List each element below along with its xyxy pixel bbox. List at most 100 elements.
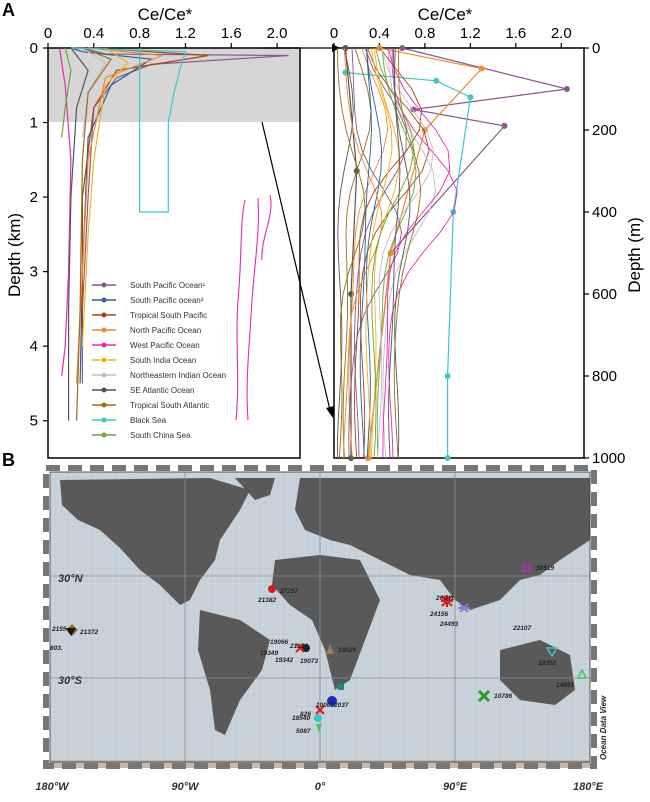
marker-18352 [545,647,559,658]
x-tick-label: 0.4 [369,25,390,42]
label-22107: 22107 [512,625,531,632]
background-profile [359,47,372,459]
marker-10786 [477,689,491,703]
background-profile [354,47,407,459]
y-tick-label: 400 [592,204,617,221]
map-label-0: 0° [315,781,326,793]
x-tick-label: 2.0 [267,25,288,42]
y-tick-label: 0 [30,40,38,57]
land-africa [272,555,380,690]
y-tick-label: 4 [30,338,38,355]
series-point [450,209,457,215]
land-south-america [198,610,270,735]
series-line-3 [76,47,163,384]
legend-marker [101,402,107,408]
marker-30519 [523,564,531,572]
background-profile [365,47,393,459]
series-line-5 [81,47,130,347]
right-plot: Ce/Ce* Depth (m) 0 0.4 0.8 1.2 1.6 2.0 0 200 40… [330,5,644,467]
map-label-90w: 90°W [171,781,200,793]
background-profile [354,47,422,459]
marker-26341 [441,595,453,607]
x-tick-label: 1.2 [175,25,196,42]
world-map: 27257 21382 2155 21372 803. 19066 19342 … [35,465,608,793]
legend-marker [101,387,107,393]
ocean-data-view-watermark: Ocean Data View [599,695,608,760]
land-australia [500,640,575,705]
y-tick-label: 5 [30,413,38,430]
x-tick-label: 1.2 [460,25,481,42]
legend-marker [101,342,107,348]
label-2037: 2037 [333,702,349,709]
legend-entry: South China Sea [130,431,191,440]
series-line-10 [61,47,72,138]
y-tick-label: 1000 [592,450,625,467]
y-tick-label: 200 [592,122,617,139]
marker-21382 [286,590,292,596]
background-profile [376,47,417,459]
land-eurasia [295,478,590,610]
left-plot-frame [47,47,301,459]
y-tick-label: 600 [592,286,617,303]
legend-marker [101,327,107,333]
map-stations [66,564,588,732]
background-profile [371,47,415,459]
marker-24156 [458,603,470,613]
marker-5087a [314,714,322,722]
label-24493: 24493 [439,621,458,628]
right-y-axis-title: Depth (m) [625,217,644,293]
legend-entry: South India Ocean [130,356,196,365]
background-profile [377,47,434,459]
label-19066: 19066 [270,639,288,646]
legend-marker [101,312,107,318]
y-tick-label: 3 [30,264,38,281]
series-point [342,69,349,76]
left-y-axis-title: Depth (km) [5,213,24,297]
series-line-8 [76,47,112,421]
marker-2037 [338,684,344,690]
background-profile [348,47,389,459]
series-point [444,455,451,461]
label-5087: 5087 [296,728,311,735]
legend-entry: Black Sea [130,416,167,425]
series-point [563,86,570,92]
series-line-2 [345,72,472,458]
marker-19342 [295,643,305,653]
map-label-180w: 180°W [35,781,70,793]
map-frame [43,465,597,769]
label-27257: 27257 [279,588,298,595]
label-21372: 21372 [79,629,98,636]
marker-5087 [316,724,322,732]
marker-826 [315,705,325,715]
x-tick-label: 1.6 [505,25,526,42]
map-label-30n: 30°N [58,573,84,585]
x-tick-label: 1.6 [221,25,242,42]
label-18352: 18352 [538,660,556,667]
left-highlight-band [48,48,300,122]
background-profile [388,48,458,459]
legend-entry: North Pacific Ocean [130,326,201,335]
background-profile [342,47,382,459]
y-tick-label: 800 [592,368,617,385]
legend-entry: South Pacific Ocean¹ [130,281,205,290]
label-14851: 14851 [556,682,574,689]
legend-marker [101,357,107,363]
background-profile [388,47,401,459]
series-point [467,94,474,101]
y-tick-label: 0 [592,40,600,57]
legend-entry: West Pacific Ocean [130,341,200,350]
panel-letter-a: A [2,0,15,20]
map-label-90e: 90°E [443,781,468,793]
legend-entry: Northeastern Indian Ocean [130,371,226,380]
marker-19066 [302,644,310,652]
x-tick-label: 2.0 [551,25,572,42]
station-labels: 27257 21382 2155 21372 803. 19066 19342 … [50,565,574,735]
label-21351: 21351 [289,643,308,650]
legend-entry: Tropical South Atlantic [130,401,209,410]
right-x-axis-title: Ce/Ce* [418,5,473,24]
marker-10003 [327,696,337,706]
background-profile [371,47,400,459]
legend-marker [101,282,107,288]
map-frame-inner [49,471,591,763]
land-north-america [60,478,250,605]
